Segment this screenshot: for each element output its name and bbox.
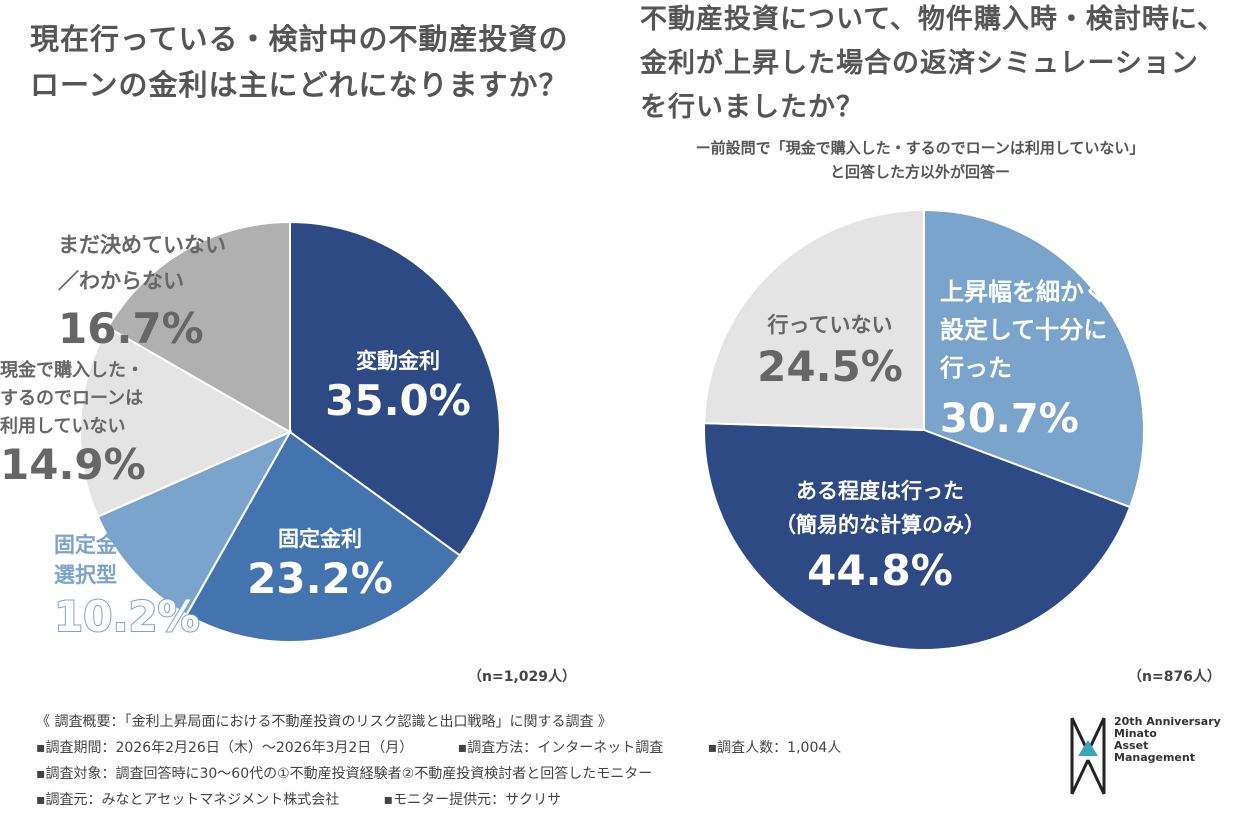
pie-0-slice-0-label-line-0: 変動金利 [356, 349, 440, 373]
logo-line-3: Asset [1114, 739, 1149, 752]
pie-1-slice-0-value: 30.7% [940, 396, 1079, 442]
pie-0-slice-2-label-line-0: 固定金利期間 [54, 533, 180, 557]
pie-0-slice-3-label-line-2: 利用していない [0, 415, 125, 437]
pie-1-slice-0-label-line-1: 設定して十分に [940, 316, 1107, 344]
right-pie-slices [703, 208, 1145, 651]
pie-1-slice-0-label-line-0: 上昇幅を細かく [940, 278, 1108, 306]
pie-0-slice-0 [289, 220, 501, 557]
pie-1-slice-1-label: ある程度は行った （簡易的な計算のみ） 44.8% [775, 479, 985, 595]
pie-1-slice-1-label-line-0: ある程度は行った [796, 479, 964, 503]
pie-0-slice-4-label: まだ決めていない ／わからない 16.7% [58, 233, 226, 353]
pie-0-slice-1-label-line-0: 固定金利 [278, 527, 362, 551]
pie-1-slice-1-label-line-1: （簡易的な計算のみ） [775, 513, 985, 537]
pie-1-slice-0-label: 上昇幅を細かく設定して十分に行った 30.7% [939, 278, 1108, 442]
right-sample-size: （n=876人） [1128, 669, 1221, 685]
footer-row-4: ▪調査元：みなとアセットマネジメント株式会社 ▪モニター提供元：サクリサ [36, 787, 881, 813]
pie-1-slice-2 [703, 208, 925, 432]
footer-count: ▪調査人数：1,004人 [707, 740, 842, 756]
footer-method: ▪調査方法：インターネット調査 [457, 740, 664, 756]
pie-0-slice-1 [185, 430, 462, 643]
pie-0-slice-4 [106, 220, 291, 434]
logo-text: 20th Anniversary Minato Asset Management [1114, 716, 1221, 764]
pie-0-slice-2-label: 固定金利期間選択型 10.2% [54, 533, 200, 641]
pie-0-slice-3-label-line-1: するのでローンは [0, 388, 143, 409]
left-title-line-2: ローンの金利は主にどれになりますか？ [30, 68, 569, 102]
pie-1-slice-1-value: 44.8% [807, 546, 953, 595]
left-title-line-1: 現在行っている・検討中の不動産投資の [30, 22, 569, 56]
right-title-line-3: を行いましたか？ [640, 92, 864, 123]
footer-source: ▪調査元：みなとアセットマネジメント株式会社 [36, 792, 340, 808]
logo-line-4: Management [1114, 751, 1195, 764]
pie-0-slice-0-label: 変動金利 35.0% [325, 349, 471, 425]
footer-target: ▪調査対象：調査回答時に30〜60代の①不動産投資経験者②不動産投資検討者と回答… [36, 766, 653, 782]
footer-period: ▪調査期間：2026年2月26日（木）～2026年3月2日（月） [36, 740, 414, 756]
logo-line-1: 20th Anniversary [1114, 715, 1221, 728]
left-pie-slices [79, 220, 501, 643]
pie-0-slice-1-label: 固定金利 23.2% [247, 527, 393, 603]
pie-0-slice-2-label-line-1: 選択型 [54, 563, 117, 587]
pie-0-slice-0-value: 35.0% [325, 376, 471, 425]
pie-0-slice-2-value: 10.2% [54, 592, 200, 641]
left-chart-title: 現在行っている・検討中の不動産投資の ローンの金利は主にどれになりますか？ [30, 16, 569, 108]
survey-footer: 《 調査概要：「金利上昇局面における不動産投資のリスク認識と出口戦略」に関する調… [36, 709, 881, 813]
right-chart-subnote: ー前設問で「現金で購入した・するのでローンは利用していない」 と回答した方以外が… [640, 136, 1200, 184]
pie-1-slice-2-label-line-0: 行っていない [767, 313, 893, 337]
pie-0-slice-3-label-line-0: 現金で購入した・ [0, 359, 144, 381]
pie-1-slice-2-label: 行っていない 24.5% [757, 313, 903, 391]
left-sample-size: （n=1,029人） [468, 669, 576, 685]
pie-0-slice-4-label-line-1: ／わからない [58, 269, 184, 293]
logo-line-2: Minato [1114, 727, 1157, 740]
pie-1-slice-2-value: 24.5% [757, 342, 903, 391]
right-title-line-1: 不動産投資について、物件購入時・検討時に、 [640, 4, 1226, 35]
pie-1-slice-1 [703, 422, 1132, 651]
pie-0-slice-1-value: 23.2% [247, 554, 393, 603]
footer-overview: 《 調査概要：「金利上昇局面における不動産投資のリスク認識と出口戦略」に関する調… [36, 714, 612, 730]
pie-0-slice-3 [79, 326, 293, 518]
pie-1-slice-0-label-line-2: 行った [939, 354, 1012, 382]
subnote-line-1: ー前設問で「現金で購入した・するのでローンは利用していない」 [695, 139, 1145, 157]
right-title-line-2: 金利が上昇した場合の返済シミュレーション [640, 48, 1199, 79]
right-chart-title: 不動産投資について、物件購入時・検討時に、 金利が上昇した場合の返済シミュレーシ… [640, 0, 1225, 130]
pie-1-slice-0 [923, 208, 1145, 509]
footer-row-2: ▪調査期間：2026年2月26日（木）～2026年3月2日（月） ▪調査方法：イ… [36, 735, 881, 761]
pie-0-slice-3-value: 14.9% [0, 440, 146, 489]
pie-0-slice-4-label-line-0: まだ決めていない [58, 233, 226, 257]
subnote-line-2: と回答した方以外が回答ー [829, 163, 1010, 181]
pie-0-slice-4-value: 16.7% [58, 304, 204, 353]
pie-0-slice-2 [96, 429, 293, 617]
footer-provider: ▪モニター提供元：サクリサ [383, 792, 562, 808]
minato-logo-mark-icon [1070, 717, 1106, 795]
pie-0-slice-3-label: 現金で購入した・するのでローンは利用していない 14.9% [0, 359, 146, 489]
